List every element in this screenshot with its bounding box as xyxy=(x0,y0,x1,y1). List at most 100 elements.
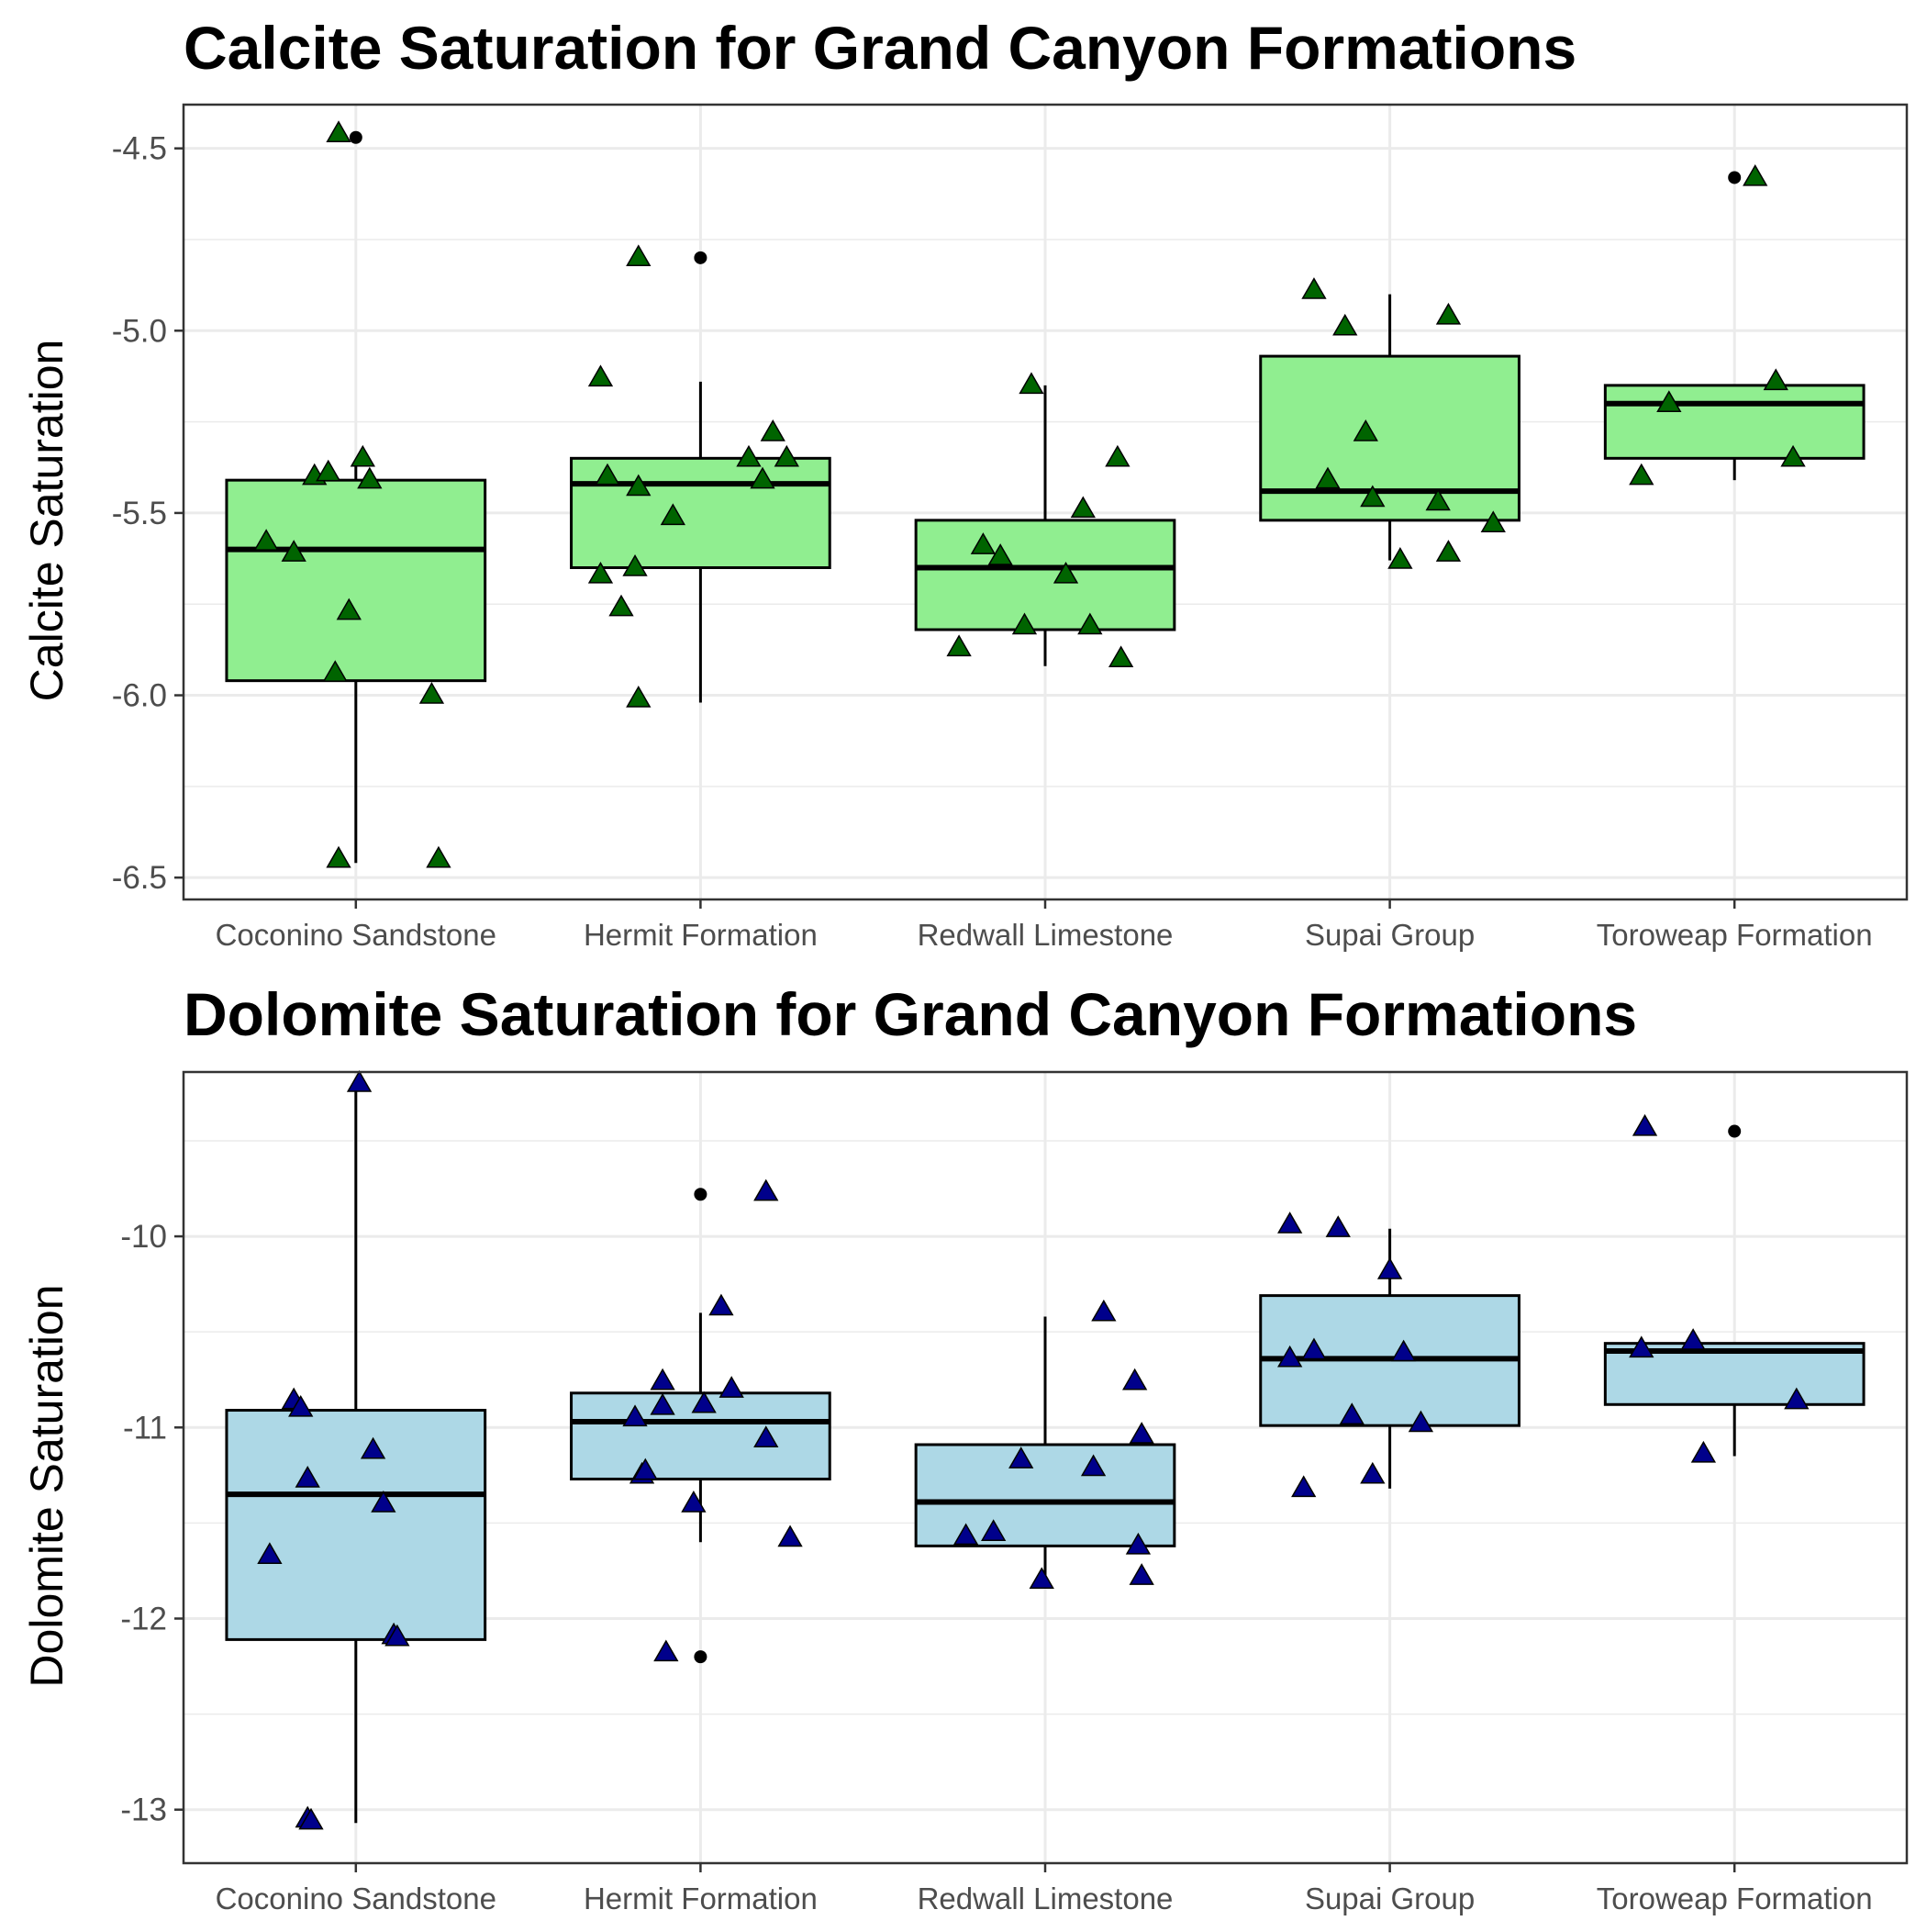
x-tick-label: Redwall Limestone xyxy=(918,1882,1174,1915)
outlier-point xyxy=(1728,1124,1742,1138)
data-point xyxy=(298,1807,324,1830)
data-point xyxy=(608,594,634,617)
data-point xyxy=(1435,540,1462,562)
data-point xyxy=(257,1542,283,1564)
data-point xyxy=(660,503,685,526)
data-point xyxy=(1070,496,1096,519)
data-point xyxy=(316,459,341,482)
box-body xyxy=(914,1443,1176,1547)
data-point xyxy=(1425,488,1451,511)
data-point xyxy=(946,634,972,657)
boxplot-coconino-sandstone xyxy=(225,1087,487,1824)
data-point xyxy=(295,1465,320,1488)
y-tick-label: -6.0 xyxy=(112,678,167,714)
data-point xyxy=(1632,1113,1658,1136)
data-point xyxy=(1435,302,1462,325)
data-point xyxy=(1656,390,1682,412)
outlier-point xyxy=(349,130,362,144)
y-tick-label: -13 xyxy=(120,1792,167,1828)
data-point xyxy=(1108,645,1134,668)
data-point xyxy=(981,1519,1007,1541)
boxplot-toroweap-formation xyxy=(1603,171,1866,481)
data-point xyxy=(1315,466,1341,489)
data-point xyxy=(384,1624,410,1647)
data-point xyxy=(1122,1368,1148,1390)
y-tick-label: -6.5 xyxy=(112,860,167,896)
data-point xyxy=(322,660,348,682)
y-tick-label: -5.0 xyxy=(112,313,167,349)
data-point xyxy=(1325,1215,1351,1237)
x-tick-label: Redwall Limestone xyxy=(918,918,1174,952)
x-tick-label: Coconino Sandstone xyxy=(216,918,496,952)
data-point xyxy=(253,529,279,551)
boxplot-redwall-limestone xyxy=(914,385,1176,666)
boxplot-coconino-sandstone xyxy=(225,130,487,864)
data-point xyxy=(1360,1461,1386,1484)
data-point xyxy=(1008,1446,1034,1469)
data-point xyxy=(650,1368,675,1390)
x-tick-label: Toroweap Formation xyxy=(1597,1882,1873,1915)
data-point xyxy=(1077,612,1103,635)
box-body xyxy=(225,1409,487,1641)
chart-title: Calcite Saturation for Grand Canyon Form… xyxy=(184,14,1576,82)
data-point xyxy=(691,1390,717,1413)
y-tick-label: -11 xyxy=(123,1410,167,1446)
data-point xyxy=(987,543,1013,565)
data-point xyxy=(595,463,620,486)
data-point xyxy=(1780,444,1806,467)
box-body xyxy=(225,478,487,683)
box-body xyxy=(1259,354,1520,522)
data-point xyxy=(587,364,614,387)
y-axis-label: Dolomite Saturation xyxy=(21,1284,72,1687)
data-point xyxy=(708,1293,734,1316)
data-point xyxy=(626,686,652,708)
data-point xyxy=(426,845,451,868)
data-point xyxy=(350,444,375,467)
chart-panel-2: -13 -12 -11 -10 Coconino Sandstone Hermit For… xyxy=(21,980,1909,1915)
data-point xyxy=(326,120,351,142)
data-point xyxy=(1029,1567,1054,1590)
x-tick-label: Hermit Formation xyxy=(584,918,818,952)
data-point xyxy=(1743,163,1768,186)
boxplot-supai-group xyxy=(1259,294,1520,561)
data-point xyxy=(632,1457,658,1480)
data-point xyxy=(1129,1422,1154,1444)
data-point xyxy=(1277,1345,1303,1368)
box-body xyxy=(1603,384,1866,460)
data-point xyxy=(1301,1337,1327,1360)
data-point xyxy=(1080,1454,1107,1477)
outlier-point xyxy=(694,251,707,264)
data-point xyxy=(774,444,799,467)
data-point xyxy=(1390,1339,1417,1362)
data-point xyxy=(1339,1402,1364,1424)
data-point xyxy=(1129,1563,1154,1585)
data-point xyxy=(1125,1532,1152,1555)
data-point xyxy=(346,1069,373,1092)
data-point xyxy=(360,1436,386,1459)
x-tick-label: Toroweap Formation xyxy=(1597,918,1873,952)
boxplot-supai-group xyxy=(1259,1228,1520,1489)
data-point xyxy=(736,444,762,467)
data-point xyxy=(326,845,351,868)
data-point xyxy=(371,1491,396,1513)
data-point xyxy=(622,1404,648,1427)
data-point xyxy=(681,1491,707,1513)
data-point xyxy=(1690,1440,1717,1463)
data-point xyxy=(753,1178,779,1201)
chart-panel-1: -6.5 -6.0 -5.5 -5.0 -4.5 Coconino Sandstone He… xyxy=(21,14,1909,952)
x-tick-label: Supai Group xyxy=(1305,918,1475,952)
x-tick-label: Coconino Sandstone xyxy=(216,1882,496,1915)
x-tick-label: Hermit Formation xyxy=(584,1882,818,1915)
data-point xyxy=(1053,561,1079,584)
outlier-point xyxy=(694,1650,707,1664)
data-point xyxy=(1680,1328,1706,1350)
data-point xyxy=(626,244,652,267)
outlier-point xyxy=(1728,171,1742,184)
data-point xyxy=(622,554,648,576)
data-point xyxy=(336,597,362,620)
data-point xyxy=(1277,1212,1303,1234)
outlier-point xyxy=(694,1188,707,1201)
data-point xyxy=(750,466,775,489)
